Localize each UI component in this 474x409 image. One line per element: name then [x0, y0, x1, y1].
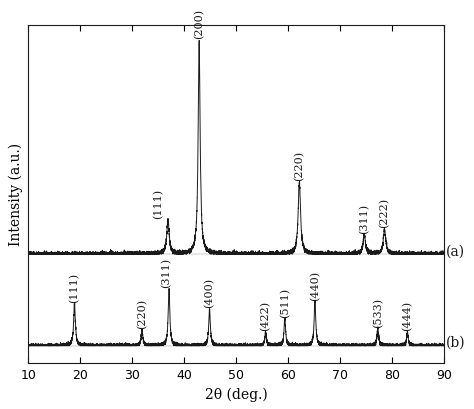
Text: (400): (400)	[204, 278, 215, 308]
Text: (440): (440)	[310, 270, 320, 300]
Text: (311): (311)	[161, 257, 172, 287]
Text: (311): (311)	[359, 203, 369, 234]
Text: (511): (511)	[280, 287, 290, 317]
Text: (422): (422)	[260, 301, 271, 330]
Text: (200): (200)	[194, 9, 204, 39]
Text: (220): (220)	[137, 299, 147, 329]
Y-axis label: Intensity (a.u.): Intensity (a.u.)	[9, 143, 23, 246]
Text: (111): (111)	[154, 188, 164, 218]
Text: (220): (220)	[294, 150, 304, 180]
X-axis label: 2θ (deg.): 2θ (deg.)	[205, 387, 267, 401]
Text: (533): (533)	[373, 297, 383, 327]
Text: (111): (111)	[69, 272, 80, 302]
Text: (b): (b)	[447, 335, 466, 349]
Text: (a): (a)	[447, 244, 465, 258]
Text: (444): (444)	[402, 301, 412, 330]
Text: (222): (222)	[379, 198, 390, 228]
